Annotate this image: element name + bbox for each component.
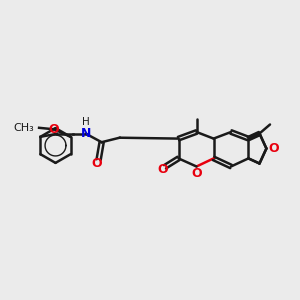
Text: O: O [92,157,102,170]
Text: H: H [82,117,90,127]
Text: O: O [191,167,202,180]
Text: O: O [49,123,59,136]
Text: CH₃: CH₃ [13,123,34,133]
Text: O: O [268,142,278,155]
Text: O: O [157,163,168,176]
Text: N: N [81,127,91,140]
